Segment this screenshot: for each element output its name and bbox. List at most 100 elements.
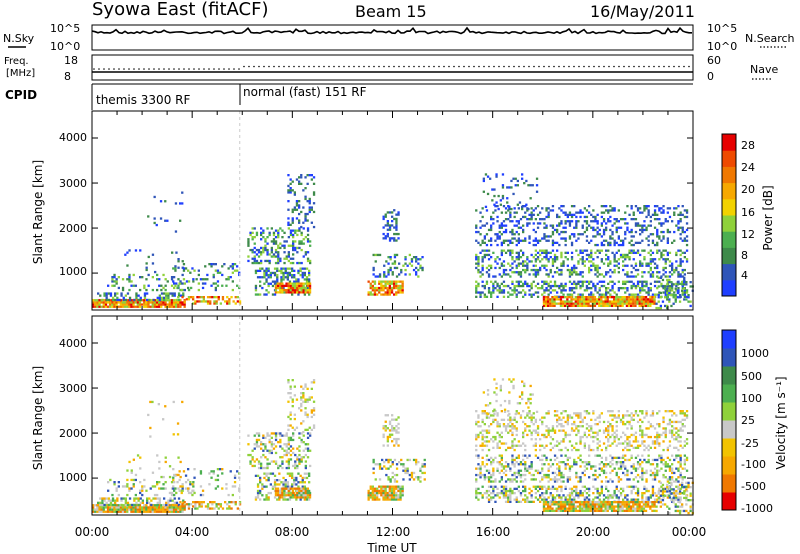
scatter-cell: [570, 258, 574, 261]
scatter-cell: [617, 302, 620, 305]
scatter-cell: [162, 506, 165, 509]
scatter-cell: [510, 179, 513, 183]
scatter-cell: [524, 429, 527, 432]
scatter-cell: [227, 493, 230, 497]
nave-dot: [293, 65, 295, 68]
scatter-cell: [128, 489, 131, 492]
scatter-cell: [685, 228, 689, 232]
colorbar-cell: [722, 134, 736, 151]
scatter-cell: [288, 489, 292, 493]
scatter-cell: [515, 230, 518, 234]
scatter-cell: [388, 433, 392, 436]
scatter-cell: [496, 442, 499, 445]
scatter-cell: [594, 266, 597, 270]
scatter-cell: [159, 200, 163, 203]
nave-dot: [283, 65, 285, 68]
scatter-cell: [158, 460, 161, 464]
scatter-cell: [617, 410, 620, 413]
scatter-cell: [575, 249, 578, 252]
scatter-cell: [293, 208, 296, 211]
scatter-cell: [668, 230, 672, 234]
scatter-cell: [113, 506, 116, 509]
scatter-cell: [236, 265, 239, 268]
scatter-cell: [632, 211, 635, 214]
nave-dot: [578, 65, 580, 68]
scatter-cell: [609, 235, 612, 238]
scatter-cell: [641, 211, 644, 214]
scatter-cell: [592, 235, 595, 238]
scatter-cell: [600, 211, 603, 214]
scatter-cell: [270, 255, 273, 258]
scatter-cell: [660, 230, 663, 234]
scatter-cell: [504, 442, 508, 445]
scatter-cell: [168, 508, 171, 511]
scatter-cell: [126, 485, 129, 488]
scatter-cell: [502, 291, 506, 294]
scatter-cell: [590, 427, 593, 430]
scatter-cell: [384, 489, 387, 493]
scatter-cell: [395, 437, 398, 441]
scatter-cell: [666, 253, 669, 257]
scatter-cell: [605, 293, 608, 296]
scatter-cell: [494, 410, 497, 413]
scatter-cell: [611, 287, 614, 290]
scatter-cell: [301, 485, 304, 488]
scatter-cell: [677, 287, 680, 290]
scatter-cell: [653, 435, 657, 439]
scatter-cell: [382, 485, 385, 488]
scatter-cell: [280, 481, 283, 484]
scatter-cell: [276, 479, 279, 482]
scatter-cell: [182, 278, 186, 281]
scatter-cell: [298, 496, 301, 499]
scatter-cell: [124, 501, 127, 504]
scatter-cell: [515, 420, 518, 424]
scatter-cell: [575, 273, 578, 276]
scatter-cell: [577, 260, 580, 263]
scatter-cell: [384, 425, 387, 428]
scatter-cell: [312, 407, 316, 410]
scatter-cell: [679, 420, 682, 424]
scatter-cell: [653, 243, 657, 247]
scatter-cell: [369, 282, 372, 285]
scatter-cell: [615, 226, 618, 229]
scatter-cell: [282, 276, 285, 279]
scatter-cell: [534, 438, 537, 441]
scatter-cell: [217, 507, 220, 510]
scatter-cell: [573, 280, 576, 283]
scatter-cell: [292, 240, 295, 243]
scatter-cell: [401, 280, 404, 283]
scatter-cell: [168, 299, 171, 302]
scatter-cell: [568, 268, 572, 272]
scatter-cell: [209, 501, 212, 504]
scatter-cell: [373, 496, 377, 499]
scatter-cell: [643, 220, 646, 223]
scatter-cell: [165, 292, 168, 295]
scatter-cell: [256, 293, 260, 296]
scatter-cell: [253, 261, 256, 265]
scatter-cell: [541, 284, 544, 288]
scatter-cell: [558, 243, 561, 247]
scatter-cell: [282, 476, 285, 480]
scatter-cell: [308, 481, 311, 484]
scatter-cell: [294, 496, 297, 499]
scatter-cell: [391, 224, 394, 227]
scatter-cell: [136, 508, 139, 511]
scatter-cell: [285, 289, 288, 292]
scatter-cell: [504, 218, 508, 221]
scatter-cell: [126, 493, 129, 497]
scatter-cell: [296, 233, 299, 237]
scatter-cell: [412, 458, 416, 462]
scatter-cell: [183, 501, 186, 504]
scatter-cell: [376, 489, 379, 493]
nave-dot: [613, 65, 615, 68]
scatter-cell: [102, 301, 105, 304]
scatter-cell: [668, 271, 672, 274]
scatter-cell: [183, 303, 186, 306]
scatter-cell: [197, 273, 200, 277]
scatter-cell: [596, 416, 599, 419]
scatter-cell: [636, 446, 640, 449]
scatter-cell: [292, 248, 295, 252]
scatter-cell: [132, 478, 135, 482]
scatter-cell: [124, 253, 127, 256]
scatter-cell: [541, 287, 544, 290]
